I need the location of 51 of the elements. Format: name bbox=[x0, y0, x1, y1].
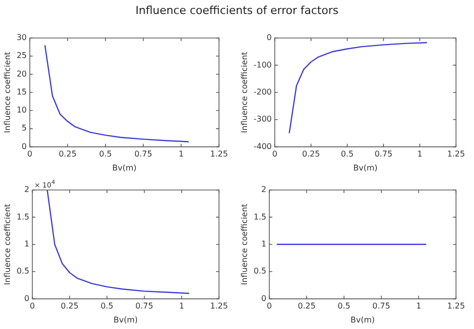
x-tick-label: 1.25 bbox=[210, 302, 228, 311]
y-axis-title: Influence coefficient bbox=[2, 52, 12, 133]
y-tick-label: -100 bbox=[254, 60, 272, 70]
x-tick-label: 0.75 bbox=[372, 302, 390, 311]
y-tick-label: 1.5 bbox=[254, 212, 266, 222]
x-axis-title: Bv(m) bbox=[114, 315, 138, 324]
y-tick-label: -300 bbox=[254, 114, 272, 124]
y-tick-label: -400 bbox=[254, 142, 272, 151]
x-axis-title: Bv(m) bbox=[112, 163, 137, 172]
y-tick-label: 15 bbox=[16, 87, 27, 96]
x-tick-label: 1 bbox=[417, 150, 422, 159]
x-tick-label: 0.25 bbox=[302, 150, 320, 159]
y-tick-label: 5 bbox=[22, 124, 27, 133]
x-axis-title: Bv(m) bbox=[350, 315, 375, 324]
x-tick-label: 0.5 bbox=[340, 150, 354, 159]
x-tick-label: 0.75 bbox=[135, 302, 154, 311]
y-tick-label: 25 bbox=[16, 51, 27, 60]
y-tick-label: 30 bbox=[16, 33, 27, 42]
y-tick-label: 1 bbox=[261, 239, 266, 248]
y-tick-label: 2 bbox=[261, 185, 266, 194]
y-axis-title: Influence coefficient bbox=[240, 204, 249, 285]
x-tick-label: 0.5 bbox=[338, 302, 350, 311]
x-tick-label: 1 bbox=[178, 150, 184, 159]
x-tick-label: 1.25 bbox=[447, 150, 465, 159]
x-tick-label: 1.25 bbox=[447, 302, 465, 311]
x-tick-label: 0.75 bbox=[134, 150, 152, 159]
y-tick-label: 0 bbox=[266, 33, 272, 42]
x-tick-label: 1 bbox=[179, 302, 184, 311]
x-axis-title: Bv(m) bbox=[353, 163, 378, 172]
y-tick-label: 1 bbox=[24, 239, 30, 248]
y-tick-label: 1.5 bbox=[16, 212, 30, 222]
y-tick-label: 0.5 bbox=[16, 266, 30, 276]
y-axis-title: Influence coefficient bbox=[240, 52, 249, 133]
chart-title: Influence coefficients of error factors bbox=[134, 4, 340, 17]
x-tick-label: 0.25 bbox=[58, 150, 77, 159]
y-tick-label: -200 bbox=[254, 87, 272, 96]
y-tick-label: 0 bbox=[22, 142, 27, 151]
y-tick-label: 0 bbox=[261, 294, 266, 303]
y-tick-label: 0.5 bbox=[254, 266, 266, 276]
y-tick-label: 2 bbox=[24, 185, 30, 194]
x-tick-label: 0.5 bbox=[99, 150, 112, 159]
y-tick-label: 20 bbox=[16, 69, 27, 78]
y-axis-title: Influence coefficient bbox=[2, 204, 12, 285]
x-tick-label: 0.25 bbox=[60, 302, 79, 311]
x-tick-label: 0.25 bbox=[298, 302, 316, 311]
y-tick-label: 0 bbox=[24, 294, 30, 303]
x-tick-label: 1 bbox=[416, 302, 422, 311]
x-tick-label: 0.75 bbox=[374, 150, 392, 159]
y-tick-label: 10 bbox=[16, 106, 27, 115]
x-tick-label: 0.5 bbox=[100, 302, 114, 311]
x-tick-label: 1.25 bbox=[210, 150, 228, 159]
